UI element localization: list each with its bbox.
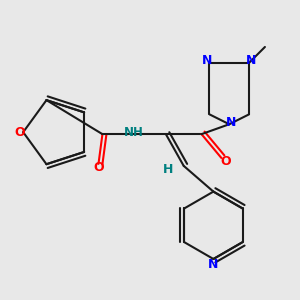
Text: O: O: [220, 155, 231, 168]
Text: N: N: [226, 116, 236, 129]
Text: H: H: [163, 163, 173, 176]
Text: N: N: [246, 54, 256, 67]
Text: NH: NH: [124, 126, 144, 139]
Text: N: N: [208, 258, 219, 272]
Text: O: O: [93, 161, 104, 174]
Text: O: O: [14, 126, 25, 139]
Text: N: N: [202, 54, 213, 67]
